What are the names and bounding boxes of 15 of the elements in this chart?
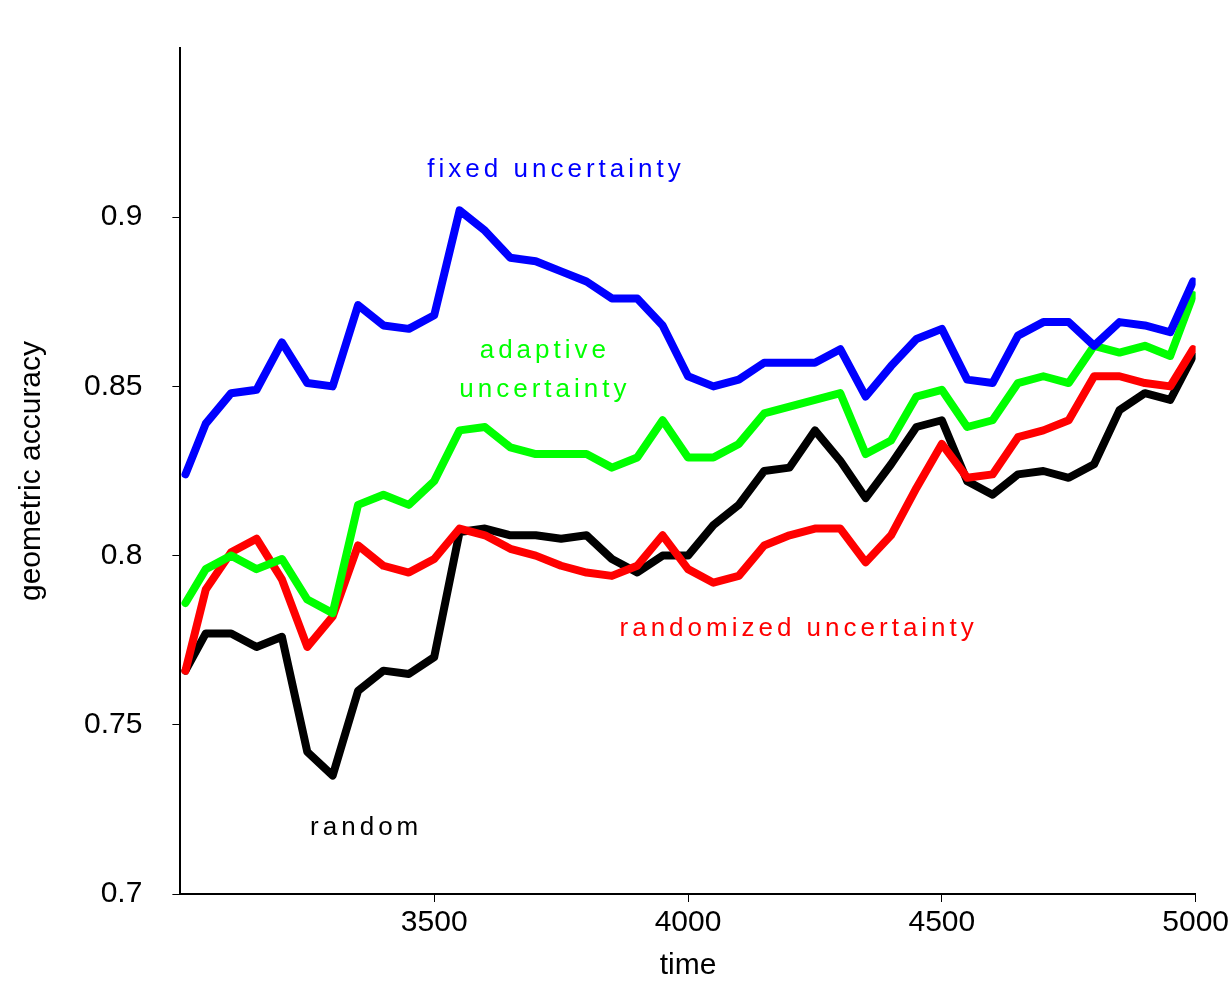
series-label: randomized uncertainty xyxy=(619,611,978,642)
x-axis-title: time xyxy=(659,947,717,981)
y-tick-label: 0.75 xyxy=(84,706,143,740)
series-label: random xyxy=(310,811,423,842)
x-tick-label: 3500 xyxy=(400,904,468,938)
x-tick-label: 4000 xyxy=(654,904,722,938)
series-label: fixed uncertainty xyxy=(427,153,685,183)
y-tick-label: 0.85 xyxy=(84,367,143,401)
y-tick-label: 0.8 xyxy=(100,536,143,570)
series-label: adaptive uncertainty xyxy=(459,334,631,403)
y-tick-label: 0.9 xyxy=(100,198,143,232)
y-tick-label: 0.7 xyxy=(100,875,143,909)
y-axis-title: geometric accuracy xyxy=(13,340,47,602)
x-tick-label: 4500 xyxy=(908,904,976,938)
x-tick-label: 5000 xyxy=(1162,904,1230,938)
